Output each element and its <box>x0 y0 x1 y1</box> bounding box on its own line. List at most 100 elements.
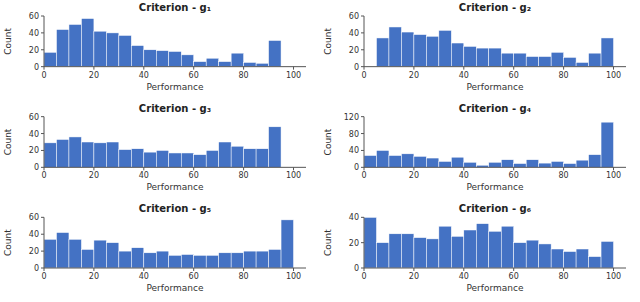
panel: Criterion - g₃0204060801000204060Perform… <box>3 103 306 193</box>
x-tick-label: 60 <box>189 272 199 281</box>
y-tick <box>361 66 364 67</box>
x-tick-label: 80 <box>559 272 569 281</box>
y-tick-label: 40 <box>29 230 39 239</box>
y-tick <box>361 49 364 50</box>
bar <box>501 53 513 67</box>
bar <box>56 233 68 268</box>
bar <box>144 50 156 67</box>
x-tick <box>93 167 94 170</box>
y-tick-label: 40 <box>349 29 359 38</box>
x-tick <box>513 67 514 70</box>
x-tick-label: 0 <box>41 171 46 180</box>
x-tick-label: 40 <box>139 171 149 180</box>
x-tick <box>563 167 564 170</box>
bar <box>94 31 106 66</box>
bar <box>81 249 93 268</box>
bar <box>269 249 281 268</box>
bar <box>401 32 413 67</box>
bar <box>106 142 118 167</box>
bar <box>131 46 143 67</box>
x-tick-label: 60 <box>509 272 519 281</box>
bar <box>244 251 256 268</box>
x-axis-line <box>364 167 626 168</box>
y-tick <box>361 242 364 243</box>
y-axis-label: Count <box>3 229 13 256</box>
y-tick <box>361 32 364 33</box>
x-tick <box>613 268 614 271</box>
bars <box>364 122 614 167</box>
y-tick <box>361 167 364 168</box>
x-tick <box>93 67 94 70</box>
bar <box>426 36 438 66</box>
bar <box>244 62 256 66</box>
bar <box>389 27 401 67</box>
bar <box>401 234 413 268</box>
x-tick-label: 0 <box>361 272 366 281</box>
x-tick-label: 100 <box>606 71 621 80</box>
y-axis-label: Count <box>323 229 333 256</box>
x-tick-label: 0 <box>41 71 46 80</box>
bar <box>601 122 613 167</box>
y-axis-label: Count <box>3 128 13 155</box>
x-tick-label: 80 <box>559 71 569 80</box>
x-tick-label: 40 <box>139 272 149 281</box>
bar <box>69 137 81 167</box>
x-tick <box>563 67 564 70</box>
y-tick <box>41 234 44 235</box>
x-tick <box>243 167 244 170</box>
bar <box>69 24 81 66</box>
x-tick <box>143 67 144 70</box>
bar <box>389 234 401 268</box>
y-tick-label: 60 <box>29 113 39 122</box>
bar <box>231 253 243 268</box>
panel: Criterion - g₂0204060801000204060Perform… <box>323 2 626 92</box>
y-tick-label: 0 <box>34 264 39 273</box>
bar <box>601 38 613 67</box>
x-tick <box>243 67 244 70</box>
bar <box>206 58 218 66</box>
bar <box>119 251 131 268</box>
y-axis-label: Count <box>3 28 13 55</box>
x-axis-line <box>364 268 626 269</box>
y-tick <box>361 268 364 269</box>
bar <box>589 53 601 67</box>
y-tick <box>41 16 44 17</box>
bar <box>526 160 538 168</box>
bar <box>501 160 513 168</box>
y-tick-label: 0 <box>34 63 39 72</box>
y-axis-line <box>44 217 45 268</box>
x-tick <box>293 268 294 271</box>
x-tick <box>463 67 464 70</box>
bar <box>119 35 131 66</box>
bar <box>156 51 168 67</box>
x-axis-label: Performance <box>466 182 523 192</box>
bar <box>44 239 56 268</box>
x-tick-label: 20 <box>89 71 99 80</box>
bar <box>414 156 426 167</box>
bar <box>44 143 56 167</box>
x-tick-label: 40 <box>459 272 469 281</box>
x-tick <box>243 268 244 271</box>
y-tick <box>41 268 44 269</box>
x-tick <box>143 268 144 271</box>
y-tick-label: 20 <box>349 46 359 55</box>
bar <box>439 161 451 167</box>
x-axis-line <box>44 268 306 269</box>
title: Criterion - g₅ <box>139 203 211 214</box>
x-tick-label: 20 <box>89 272 99 281</box>
bar <box>426 158 438 167</box>
y-tick-label: 60 <box>349 12 359 21</box>
x-tick <box>193 268 194 271</box>
bar <box>589 257 601 268</box>
y-tick <box>41 66 44 67</box>
bar <box>451 157 463 167</box>
bar <box>601 241 613 268</box>
x-tick-label: 60 <box>509 71 519 80</box>
x-axis-line <box>44 167 306 168</box>
y-tick-label: 40 <box>349 213 359 222</box>
y-axis-label: Count <box>323 128 333 155</box>
bar <box>156 150 168 167</box>
bars <box>44 19 281 67</box>
panel: Criterion - g₆02040608010002040Performan… <box>323 203 626 293</box>
bar <box>564 252 576 268</box>
